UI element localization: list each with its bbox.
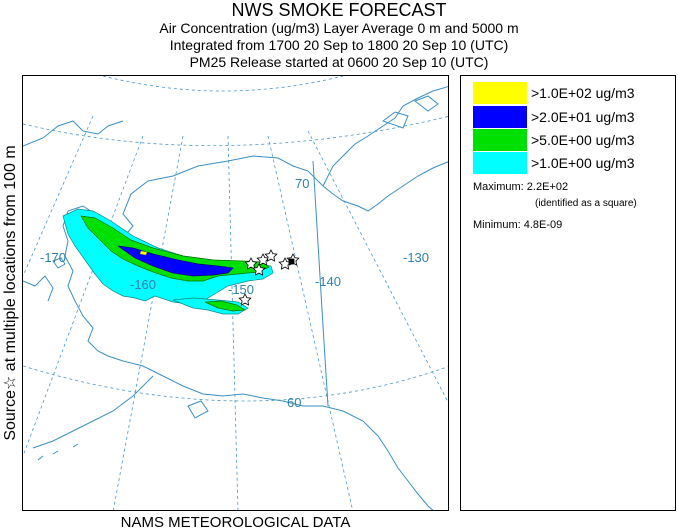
legend-swatch-cyan bbox=[473, 152, 527, 174]
map-canvas: -170 -160 -150 -140 -130 70 60 bbox=[23, 76, 448, 510]
st-lawrence-island bbox=[52, 257, 66, 269]
smoke-map: -170 -160 -150 -140 -130 70 60 bbox=[22, 75, 449, 511]
border-line bbox=[312, 160, 329, 407]
chukotka-coast bbox=[23, 120, 124, 147]
meridian-130 bbox=[307, 130, 448, 403]
maximum-note: (identified as a square) bbox=[535, 198, 637, 209]
lat-label-60: 60 bbox=[287, 395, 301, 410]
southeast-coast bbox=[342, 410, 434, 510]
green-lobe bbox=[204, 300, 247, 312]
coastline bbox=[23, 86, 448, 510]
meridian-170 bbox=[23, 135, 144, 457]
meteorological-data-label: NAMS METEOROLOGICAL DATA bbox=[120, 514, 351, 531]
legend-swatch-yellow bbox=[473, 82, 527, 104]
maximum-square bbox=[288, 258, 295, 265]
parallel-70 bbox=[23, 116, 448, 147]
graticule bbox=[23, 76, 448, 510]
legend-swatch-green bbox=[473, 129, 527, 151]
integration-period: Integrated from 1700 20 Sep to 1800 20 S… bbox=[169, 37, 509, 53]
lon-label-170: -170 bbox=[40, 250, 66, 265]
star-icon bbox=[256, 253, 270, 266]
parallel-80 bbox=[102, 76, 344, 92]
meridian-140 bbox=[267, 135, 353, 510]
release-info: PM25 Release started at 0600 20 Sep 10 (… bbox=[189, 54, 489, 70]
russia-coast bbox=[23, 275, 54, 302]
source-label: Source☆ at multiple locations from 100 m bbox=[2, 145, 19, 441]
legend-label-4: >1.0E+00 ug/m3 bbox=[531, 155, 635, 171]
legend-label-1: >1.0E+02 ug/m3 bbox=[531, 85, 635, 101]
legend-swatch-blue bbox=[473, 106, 527, 128]
smoke-plume bbox=[62, 208, 274, 315]
meridian-180 bbox=[23, 115, 94, 277]
green-contour bbox=[80, 215, 270, 282]
legend-panel: >1.0E+02 ug/m3 >2.0E+01 ug/m3 >5.0E+00 u… bbox=[460, 75, 676, 511]
lon-label-150: -150 bbox=[228, 282, 254, 297]
maximum-value: Maximum: 2.2E+02 bbox=[473, 181, 569, 193]
meridian-150 bbox=[227, 135, 239, 510]
lat-label-70: 70 bbox=[295, 176, 309, 191]
parallel-60 bbox=[23, 365, 448, 402]
source-stars bbox=[238, 249, 300, 306]
concentration-subtitle: Air Concentration (ug/m3) Layer Average … bbox=[159, 20, 519, 36]
lon-label-140: -140 bbox=[315, 274, 341, 289]
yellow-spot bbox=[139, 250, 148, 256]
legend-label-2: >2.0E+01 ug/m3 bbox=[531, 109, 635, 125]
meridian-160 bbox=[112, 135, 184, 510]
alaska-peninsula bbox=[32, 375, 154, 449]
lon-label-130: -130 bbox=[403, 250, 429, 265]
forecast-title: NWS SMOKE FORECAST bbox=[231, 0, 447, 20]
legend-label-3: >5.0E+00 ug/m3 bbox=[531, 132, 635, 148]
canada-coast bbox=[322, 86, 448, 187]
kodiak-island bbox=[187, 400, 209, 419]
star-icon bbox=[238, 293, 252, 306]
star-icon bbox=[264, 249, 278, 262]
aleutian-islands bbox=[37, 443, 79, 461]
star-icon bbox=[244, 257, 258, 270]
minimum-value: Minimum: 4.8E-09 bbox=[473, 219, 563, 231]
source-label-container: Source☆ at multiple locations from 100 m bbox=[2, 75, 19, 511]
star-icon bbox=[252, 263, 266, 276]
alaska-west-coast bbox=[62, 210, 344, 412]
arctic-islands bbox=[381, 95, 439, 129]
lon-label-160: -160 bbox=[130, 277, 156, 292]
